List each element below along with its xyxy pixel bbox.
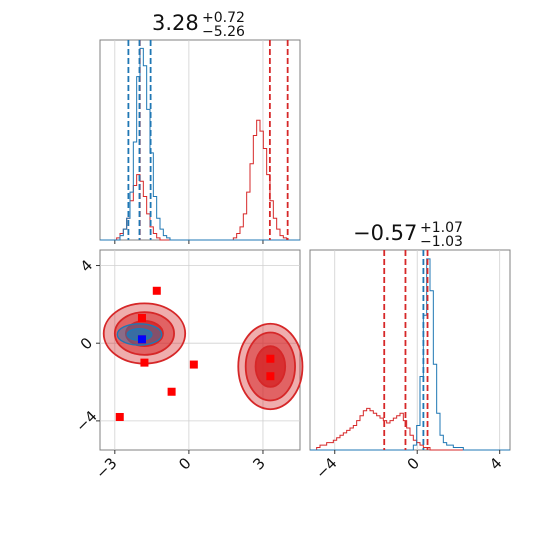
joint-blue-point [137, 335, 146, 344]
joint-x-tick-label: 3 [249, 454, 268, 473]
p2-title-plus: +1.07 [420, 220, 463, 236]
p1-blue-hist [100, 47, 300, 241]
joint-x-tick-labels: −3 0 3 [92, 450, 269, 482]
p2-marginal-panel: −4 0 4 −0.57 +1.07 −1.03 [309, 220, 511, 482]
p1-title-plus: +0.72 [202, 10, 245, 26]
joint-y-tick-label: 4 [77, 256, 96, 275]
joint-red-point [115, 412, 124, 421]
p2-marginal-grid [334, 250, 501, 450]
joint-red-contour [254, 345, 287, 388]
p2-marginal-quantile-lines [383, 250, 429, 450]
p2-title-value: −0.57 [353, 221, 417, 245]
p2-marginal-frame [309, 249, 511, 451]
p2-x-tick-labels: −4 0 4 [312, 450, 506, 482]
p2-marginal-histograms [310, 258, 510, 451]
joint-red-point [167, 387, 176, 396]
p2-x-tick-label: 4 [486, 454, 505, 473]
joint-panel: −4 0 4 −3 0 3 [72, 249, 304, 482]
p2-red-hist [310, 407, 510, 451]
joint-red-point [137, 313, 146, 322]
joint-y-tick-label: −4 [72, 407, 100, 435]
p1-marginal-panel: 3.28 +0.72 −5.26 [99, 10, 301, 244]
joint-red-point [266, 372, 275, 381]
joint-y-tick-labels: −4 0 4 [72, 256, 100, 435]
p1-title-value: 3.28 [152, 11, 199, 35]
joint-y-tick-label: 0 [77, 334, 96, 353]
joint-red-point [189, 360, 198, 369]
p1-marginal-quantile-lines [127, 40, 289, 240]
joint-x-tick-label: 0 [175, 454, 194, 473]
joint-red-point [140, 358, 149, 367]
joint-contours [102, 302, 304, 411]
p1-marginal-histograms [100, 47, 300, 241]
p2-title-minus: −1.03 [420, 234, 463, 250]
joint-red-point [266, 354, 275, 363]
p2-x-tick-label: −4 [312, 454, 340, 482]
p1-title-minus: −5.26 [202, 24, 245, 40]
joint-x-tick-label: −3 [92, 454, 120, 482]
p2-x-tick-label: 0 [404, 454, 423, 473]
joint-points [115, 286, 275, 421]
joint-red-point [152, 286, 161, 295]
p2-blue-hist [310, 258, 510, 451]
